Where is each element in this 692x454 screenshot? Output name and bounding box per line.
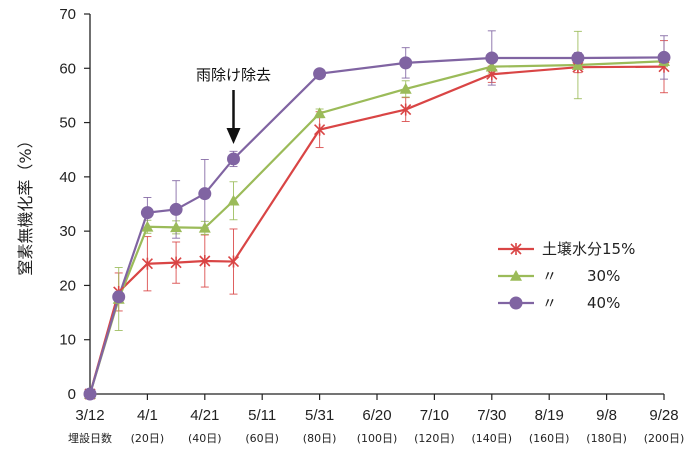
y-tick-label: 30 [59,223,76,240]
series-markers [83,50,671,401]
data-point [485,60,498,72]
data-point [313,67,327,81]
annotation: 雨除け除去 [196,66,271,144]
y-axis-title: 窒素無機化率（%） [16,132,35,275]
x-tick-label: 5/31 [305,407,334,424]
legend-swatch-marker [510,243,522,255]
data-point [199,255,211,267]
x-tick-label: 7/10 [420,407,449,424]
legend: 土壌水分15% 〃 30% 〃 40% [498,240,635,312]
axes: 0 10 20 30 40 50 60 70 3/12 埋設日数 4/1 (20日) 4/21 (40日)… [59,6,684,445]
data-point [140,206,154,220]
y-tick-label: 20 [59,277,76,294]
x-tick-sublabel: (200日) [644,432,685,445]
x-tick-sublabel: (140日) [472,432,513,445]
x-tick-label: 4/21 [190,407,219,424]
data-point [141,220,154,232]
data-point [170,256,182,269]
data-point [314,123,326,136]
x-tick-label: 9/28 [649,407,678,424]
data-point [198,187,212,201]
x-tick-sublabel: (80日) [303,432,337,445]
x-tick-sublabel: (60日) [245,432,279,445]
data-point [399,82,412,94]
data-point [227,194,240,206]
data-point [313,107,326,119]
x-tick-label: 8/19 [535,407,564,424]
data-point [227,152,240,166]
legend-swatch-marker [510,270,522,281]
data-point [571,51,585,65]
x-tick-sublabel: (20日) [131,432,165,445]
annotation-label: 雨除け除去 [196,66,271,84]
x-tick-label: 4/1 [137,407,158,424]
data-point [112,290,126,304]
legend-label-15: 土壌水分15% [542,240,635,258]
data-point [227,255,240,268]
data-point [657,50,671,64]
legend-swatch-marker [509,296,523,310]
data-point [485,51,499,65]
data-point [399,56,413,70]
x-tick-sublabel: (120日) [414,432,455,445]
y-tick-label: 70 [59,6,76,23]
x-tick-sublabel: (100日) [357,432,398,445]
y-tick-label: 50 [59,115,76,132]
y-tick-label: 60 [59,60,76,77]
x-tick-label: 6/20 [362,407,391,424]
annotation-arrow-head [226,128,241,144]
x-tick-label: 5/11 [248,407,276,424]
x-tick-sublabel: 埋設日数 [68,431,112,445]
x-tick-sublabel: (160日) [529,432,570,445]
x-tick-label: 3/12 [75,407,104,424]
x-tick-sublabel: (180日) [586,432,627,445]
legend-label-30: 〃 30% [542,267,620,285]
legend-label-40: 〃 40% [542,294,620,312]
y-tick-label: 0 [68,386,76,403]
y-tick-label: 40 [59,169,76,186]
data-point [170,221,183,233]
data-point [83,387,97,401]
x-tick-sublabel: (40日) [188,432,222,445]
data-point [169,202,183,216]
data-point [400,103,412,116]
data-point [198,221,211,233]
y-tick-label: 10 [59,332,76,349]
x-tick-label: 9/8 [596,407,617,424]
data-point [141,257,153,270]
x-tick-label: 7/30 [477,407,506,424]
